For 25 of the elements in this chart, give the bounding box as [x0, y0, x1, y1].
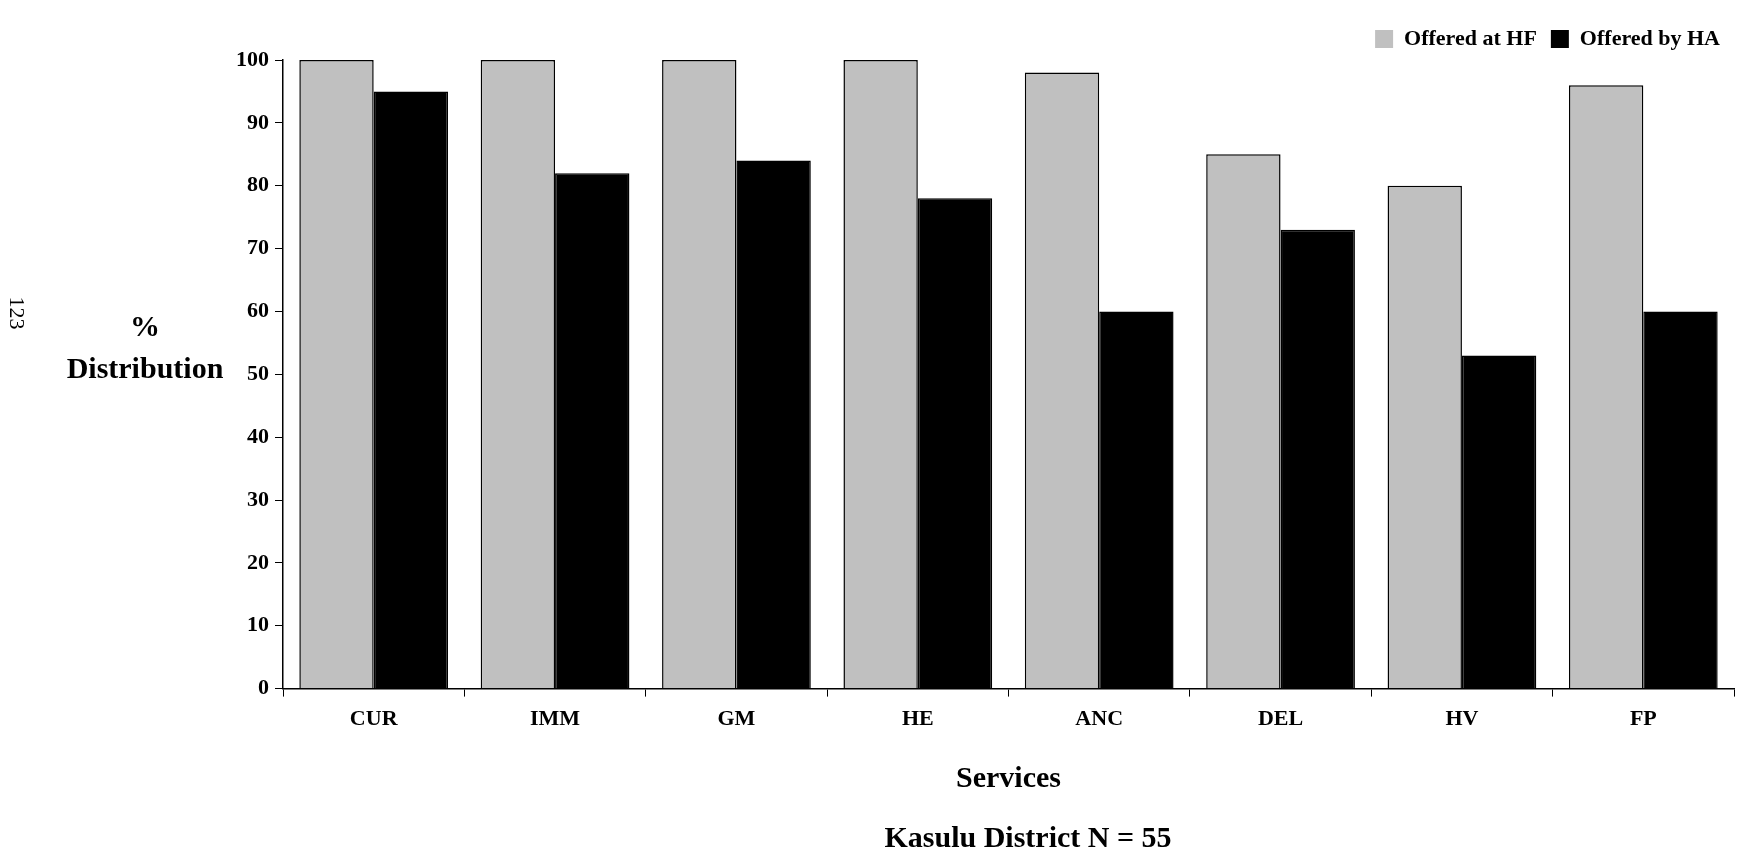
x-tick-label: IMM — [530, 705, 581, 731]
y-tick-label: 90 — [247, 108, 269, 134]
y-tick-label: 30 — [247, 485, 269, 511]
y-tick-label: 80 — [247, 171, 269, 197]
y-tick-label: 10 — [247, 611, 269, 637]
x-tick-label: HV — [1445, 705, 1479, 731]
y-tick-label: 100 — [236, 45, 269, 71]
legend-label: Offered by HA — [1579, 24, 1721, 50]
x-tick-label: ANC — [1075, 705, 1124, 731]
y-tick-label: 40 — [247, 422, 269, 448]
y-tick-label: 60 — [247, 297, 269, 323]
y-tick-label: 50 — [247, 359, 269, 385]
y-tick-label: 0 — [258, 674, 269, 700]
x-axis-title: Services — [956, 759, 1061, 793]
x-tick-label: HE — [901, 705, 934, 731]
x-tick-label: CUR — [349, 705, 399, 731]
text: Kasulu District N = 55 — [883, 820, 1173, 854]
y-axis-title: % Distribution — [66, 309, 224, 384]
x-tick-label: GM — [717, 705, 756, 731]
legend-label: Offered at HF — [1404, 24, 1537, 50]
y-tick-label: 20 — [247, 548, 269, 574]
y-tick-label: 70 — [247, 234, 269, 260]
text: 123 — [3, 296, 30, 330]
x-tick-label: DEL — [1257, 705, 1304, 731]
x-tick-label: FP — [1629, 705, 1657, 731]
